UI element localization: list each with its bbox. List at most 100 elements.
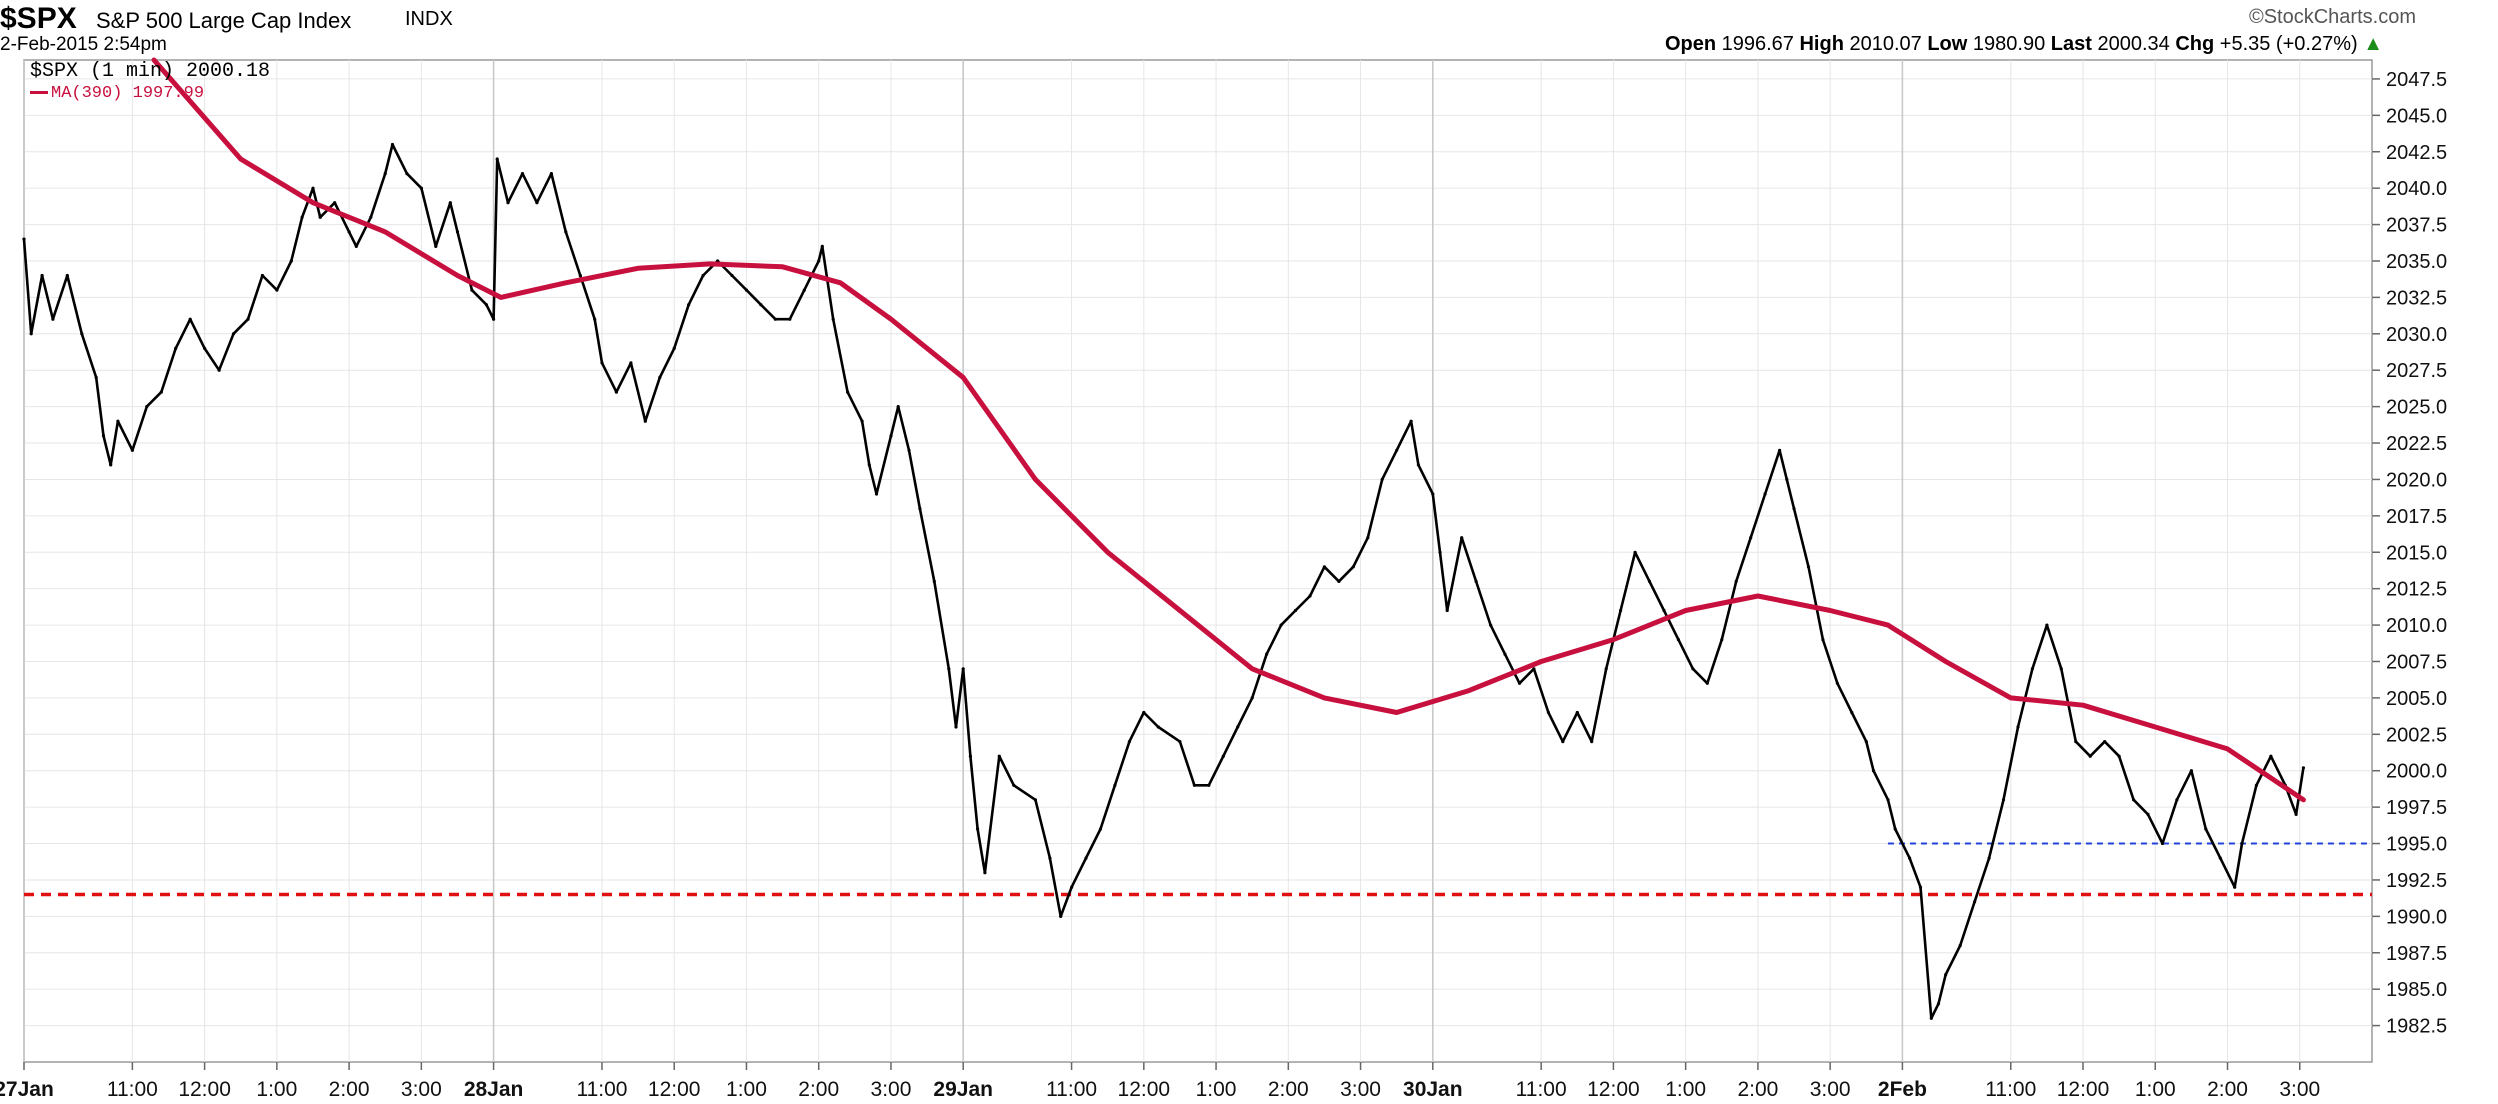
- price-point: [116, 419, 120, 423]
- price-point: [1380, 477, 1384, 481]
- price-point: [2301, 766, 2305, 770]
- ma-point: [1034, 478, 1037, 481]
- price-point: [658, 375, 662, 380]
- price-point: [188, 317, 192, 321]
- price-point: [846, 390, 850, 394]
- y-tick-label: 2002.5: [2386, 724, 2447, 746]
- price-point: [1893, 827, 1897, 831]
- ma-point: [1179, 609, 1181, 612]
- legend-price-label: $SPX (1 min) 2000.18: [30, 60, 271, 83]
- price-point: [1590, 740, 1594, 744]
- price-point: [1192, 783, 1196, 787]
- timestamp: 2-Feb-2015 2:54pm: [0, 34, 167, 55]
- price-point: [1460, 536, 1464, 540]
- plot-frame: [23, 59, 2373, 1063]
- y-tick-label: 2025.0: [2386, 397, 2447, 419]
- price-point: [520, 172, 525, 176]
- low-value: 1980.90: [1972, 33, 2046, 55]
- price-point: [492, 317, 496, 321]
- ma-point: [1887, 624, 1889, 626]
- price-point: [159, 390, 163, 394]
- price-point: [506, 201, 510, 205]
- price-point: [2189, 769, 2193, 773]
- price-point: [1059, 914, 1063, 919]
- price-point: [275, 288, 279, 292]
- price-point: [1395, 448, 1399, 452]
- price-point: [347, 230, 351, 234]
- ma-point: [890, 318, 892, 321]
- price-point: [2160, 841, 2165, 846]
- chart-axes: 1982.5 1985.0 1987.5 1990.0 1992.5 1995.0 1997…: [0, 69, 2447, 1101]
- price-point: [109, 463, 113, 467]
- price-point: [434, 244, 438, 248]
- price-point: [369, 215, 373, 219]
- y-tick-label: 2000.0: [2386, 761, 2447, 783]
- price-point: [2030, 667, 2034, 671]
- chg-label: Chg: [2175, 33, 2215, 55]
- high-label: High: [1799, 33, 1844, 55]
- x-tick-label: 11:00: [107, 1078, 158, 1101]
- price-point: [802, 288, 806, 292]
- y-tick-label: 2047.5: [2386, 69, 2447, 91]
- x-tick-label: 1:00: [726, 1078, 767, 1101]
- price-point: [1337, 579, 1341, 584]
- x-tick-label: 1:00: [256, 1078, 297, 1101]
- price-point: [2045, 623, 2049, 627]
- legend-ma: MA(390) 1997.99: [30, 84, 204, 103]
- price-point: [1821, 638, 1825, 642]
- price-point: [932, 579, 936, 584]
- x-tick-label: 12:00: [2057, 1078, 2110, 1101]
- quote-stats: Open 1996.67 High 2010.07 Low 1980.90 La…: [1665, 33, 2383, 56]
- ma-point: [384, 231, 387, 233]
- price-point: [1438, 550, 1442, 554]
- ma-point: [1106, 551, 1109, 554]
- y-tick-label: 1987.5: [2386, 943, 2447, 965]
- price-point: [2218, 856, 2222, 860]
- x-tick-label: 2Feb: [1878, 1078, 1927, 1101]
- low-label: Low: [1927, 33, 1968, 55]
- price-point: [419, 186, 423, 190]
- x-tick-label: 2:00: [2207, 1078, 2248, 1101]
- price-point: [1308, 594, 1312, 598]
- price-point: [1676, 638, 1680, 642]
- y-tick-label: 2035.0: [2386, 251, 2447, 273]
- price-point: [1098, 827, 1103, 831]
- x-tick-label: 11:00: [1985, 1078, 2036, 1101]
- price-point: [701, 273, 705, 278]
- price-point: [1156, 725, 1160, 729]
- y-tick-label: 1985.0: [2386, 979, 2447, 1001]
- ma-point: [2302, 799, 2305, 801]
- price-point: [174, 346, 178, 350]
- price-point: [1806, 565, 1811, 569]
- price-point: [2016, 725, 2020, 729]
- price-point: [448, 201, 452, 205]
- credit-link[interactable]: ©StockCharts.com: [2248, 6, 2416, 28]
- price-point: [101, 434, 106, 438]
- price-point: [203, 346, 207, 350]
- price-line: [22, 143, 2305, 1020]
- price-point: [1691, 667, 1695, 671]
- y-tick-label: 2012.5: [2386, 579, 2447, 601]
- y-tick-label: 2042.5: [2386, 142, 2447, 164]
- x-tick-label: 2:00: [1268, 1078, 1309, 1101]
- ma-point: [2010, 697, 2012, 699]
- price-point: [217, 368, 221, 372]
- ma-point: [709, 263, 712, 265]
- x-tick-label: 3:00: [401, 1078, 442, 1101]
- ma-point: [1468, 689, 1470, 692]
- price-point: [1474, 579, 1478, 584]
- ma-point: [500, 296, 502, 299]
- x-tick-label: 1:00: [1196, 1078, 1237, 1101]
- price-point: [300, 215, 304, 219]
- x-tick-label: 3:00: [2279, 1078, 2320, 1101]
- y-tick-label: 2030.0: [2386, 324, 2447, 346]
- price-point: [1705, 681, 1709, 685]
- price-point: [1633, 550, 1637, 554]
- price-point: [874, 492, 879, 496]
- price-point: [484, 303, 488, 307]
- price-point: [1546, 710, 1550, 715]
- price-point: [1662, 608, 1666, 613]
- ma-point: [1612, 638, 1615, 641]
- ma-point: [456, 274, 459, 277]
- price-point: [22, 237, 26, 241]
